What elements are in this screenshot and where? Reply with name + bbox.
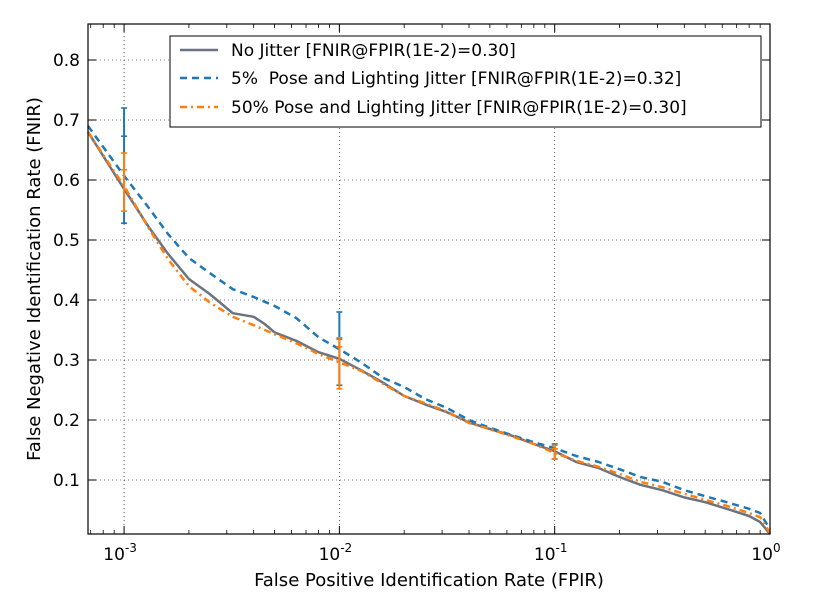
error-bar-50pct-jitter (551, 444, 558, 460)
y-tick-label: 0.7 (53, 111, 80, 131)
x-tick-exponent: -2 (340, 541, 352, 555)
plot-area (86, 107, 772, 535)
x-tick-exponent: -3 (125, 541, 137, 555)
error-bar-50pct-jitter (336, 336, 343, 390)
legend-label-50pct-jitter: 50% Pose and Lighting Jitter [FNIR@FPIR(… (231, 98, 687, 118)
y-tick-label: 0.6 (53, 171, 80, 191)
y-tick-label: 0.4 (53, 291, 80, 311)
legend-label-5pct-jitter: 5% Pose and Lighting Jitter [FNIR@FPIR(1… (231, 69, 681, 89)
x-tick-exponent: -1 (556, 541, 568, 555)
x-axis-label: False Positive Identification Rate (FPIR… (254, 570, 604, 591)
y-tick-label: 0.1 (53, 471, 80, 491)
series-line-5pct-jitter (86, 125, 772, 530)
x-tick-exponent: 0 (773, 541, 781, 555)
y-tick-label: 0.3 (53, 351, 80, 371)
y-tick-label: 0.8 (53, 51, 80, 71)
error-bar-50pct-jitter (121, 152, 128, 212)
y-axis-label: False Negative Identification Rate (FNIR… (24, 97, 45, 461)
plot-frame (87, 23, 771, 535)
series-line-50pct-jitter (86, 131, 772, 534)
legend-box (169, 35, 762, 128)
legend-label-no-jitter: No Jitter [FNIR@FPIR(1E-2)=0.30] (231, 41, 516, 61)
y-tick-label: 0.5 (53, 231, 80, 251)
y-tick-label: 0.2 (53, 411, 80, 431)
legend: No Jitter [FNIR@FPIR(1E-2)=0.30] 5% Pose… (169, 35, 762, 128)
